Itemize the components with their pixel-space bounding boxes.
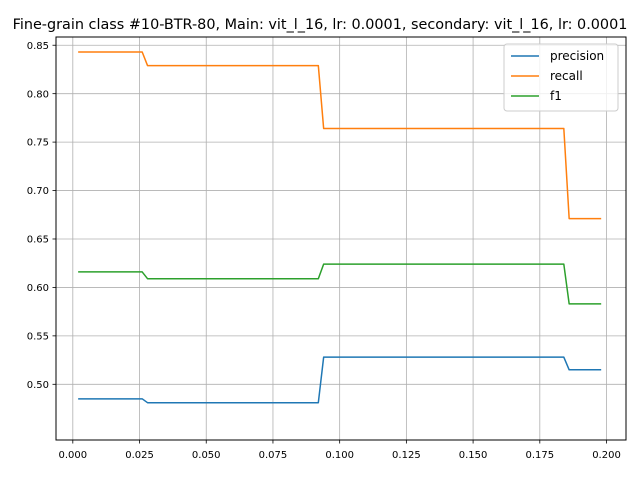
- legend-box: [503, 43, 619, 112]
- x-tick-label: 0.175: [525, 450, 554, 461]
- y-tick-label: 0.55: [27, 331, 49, 342]
- plot-frame: [55, 36, 627, 441]
- series-lines: [78, 51, 602, 404]
- y-tick-label: 0.60: [27, 283, 49, 294]
- y-axis: 0.50 0.55 0.60 0.65 0.70 0.75 0.80 0.85: [27, 41, 56, 391]
- legend: precision recall f1: [503, 43, 619, 112]
- x-tick-label: 0.100: [325, 450, 354, 461]
- x-tick-label: 0.200: [592, 450, 621, 461]
- series-line-f1: [78, 263, 602, 305]
- y-tick-label: 0.75: [27, 138, 49, 149]
- legend-label: precision: [550, 49, 604, 63]
- x-tick-label: 0.050: [192, 450, 221, 461]
- legend-label: f1: [550, 89, 562, 103]
- x-tick-label: 0.000: [58, 450, 87, 461]
- x-tick-label: 0.025: [125, 450, 154, 461]
- x-tick-label: 0.150: [459, 450, 488, 461]
- y-tick-label: 0.85: [27, 41, 49, 52]
- series-line-recall: [78, 51, 602, 220]
- chart-title: Fine-grain class #10-BTR-80, Main: vit_l…: [13, 17, 628, 33]
- y-tick-label: 0.80: [27, 89, 49, 100]
- x-axis: 0.000 0.025 0.050 0.075 0.100 0.125 0.150 0.175…: [58, 440, 621, 461]
- y-tick-label: 0.50: [27, 380, 49, 391]
- x-tick-label: 0.075: [259, 450, 288, 461]
- y-tick-label: 0.70: [27, 186, 49, 197]
- y-tick-label: 0.65: [27, 235, 49, 246]
- series-line-precision: [78, 356, 602, 404]
- legend-label: recall: [550, 69, 583, 83]
- x-tick-label: 0.125: [392, 450, 421, 461]
